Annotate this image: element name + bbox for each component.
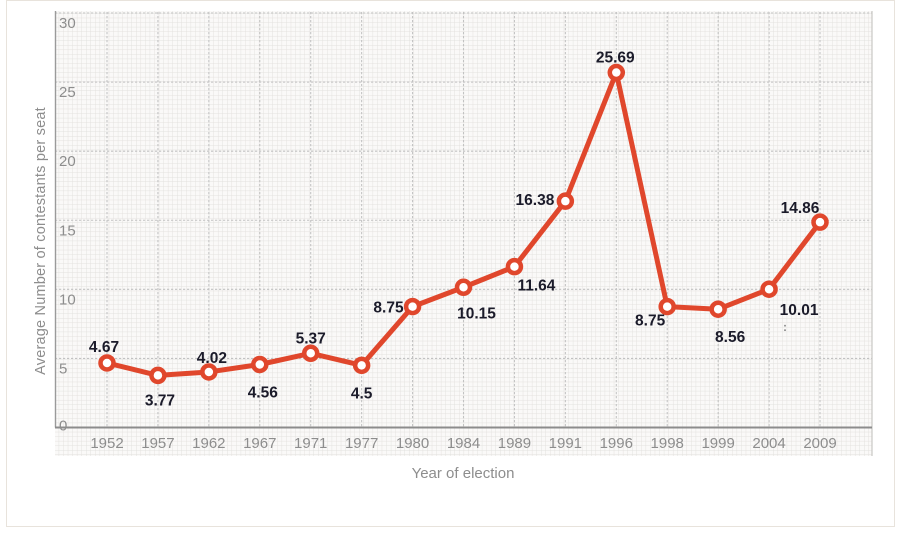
x-axis-title: Year of election [411, 465, 515, 482]
data-point-label: 11.64 [517, 278, 555, 295]
y-tick-label: 0 [59, 418, 67, 435]
data-point-marker [352, 356, 371, 375]
data-point-marker [607, 63, 626, 82]
x-tick-label: 1998 [651, 435, 684, 452]
data-point-marker [505, 257, 524, 276]
data-point-marker [149, 366, 167, 385]
data-point-marker [200, 363, 218, 381]
data-point-label: 8.56 [715, 329, 746, 346]
data-point-label: 10.01 [780, 302, 819, 319]
x-tick-label: 1980 [396, 435, 429, 452]
x-tick-label: 1999 [701, 435, 734, 452]
x-tick-label: 1996 [600, 435, 633, 452]
y-tick-label: 20 [59, 153, 76, 170]
data-point-labels: 4.67 3.77 4.02 4.56 5.37 4.5 8.75 10.15 11.64 16.… [89, 50, 820, 410]
y-tick-label: 30 [59, 15, 76, 32]
data-point-label: 5.37 [296, 330, 326, 347]
data-point-label: 14.86 [781, 200, 820, 217]
data-point-label: 10.15 [457, 305, 496, 322]
data-point-label: 4.56 [248, 384, 279, 401]
data-point-label: 16.38 [516, 192, 555, 209]
data-point-label: 25.69 [596, 50, 635, 67]
data-point-marker [98, 354, 116, 372]
data-point-marker [403, 297, 422, 316]
x-tick-label: 1991 [549, 435, 582, 452]
x-tick-label: 1971 [294, 435, 327, 452]
data-point-marker [709, 300, 727, 318]
y-tick-label: 15 [59, 222, 76, 239]
data-point-markers [98, 63, 829, 385]
data-point-marker [251, 355, 269, 374]
data-point-label: 8.75 [635, 313, 666, 330]
data-point-label: 4.67 [89, 339, 119, 356]
x-tick-label: 2009 [803, 435, 836, 452]
data-point-marker [760, 280, 778, 298]
x-tick-label: 1989 [498, 435, 531, 452]
data-point-marker [301, 344, 320, 363]
data-point-marker [658, 297, 676, 316]
x-tick-labels: 1952 1957 1962 1967 1971 1977 1980 1984 1989 1991… [90, 435, 836, 452]
y-tick-label: 5 [59, 360, 67, 377]
y-tick-label: 10 [59, 291, 76, 308]
x-tick-label: 1962 [192, 435, 225, 452]
y-tick-label: 25 [59, 84, 76, 101]
data-point-marker [454, 278, 473, 297]
data-point-label: 4.5 [351, 385, 373, 402]
data-point-label: 3.77 [145, 392, 175, 409]
x-tick-label: 1977 [345, 435, 378, 452]
x-tick-label: 2004 [752, 435, 785, 452]
y-tick-labels: 0 5 10 15 20 25 30 [59, 15, 76, 435]
x-tick-label: 1967 [243, 435, 276, 452]
x-tick-label: 1957 [141, 435, 174, 452]
data-point-label: 4.02 [197, 350, 227, 367]
y-axis-title: Average Number of contestants per seat [33, 107, 49, 375]
stray-colon-mark: : [783, 320, 787, 334]
data-point-marker [556, 192, 575, 210]
x-tick-label: 1952 [90, 435, 123, 452]
x-tick-label: 1984 [447, 435, 480, 452]
data-point-marker [811, 213, 829, 231]
data-point-label: 8.75 [373, 300, 404, 317]
